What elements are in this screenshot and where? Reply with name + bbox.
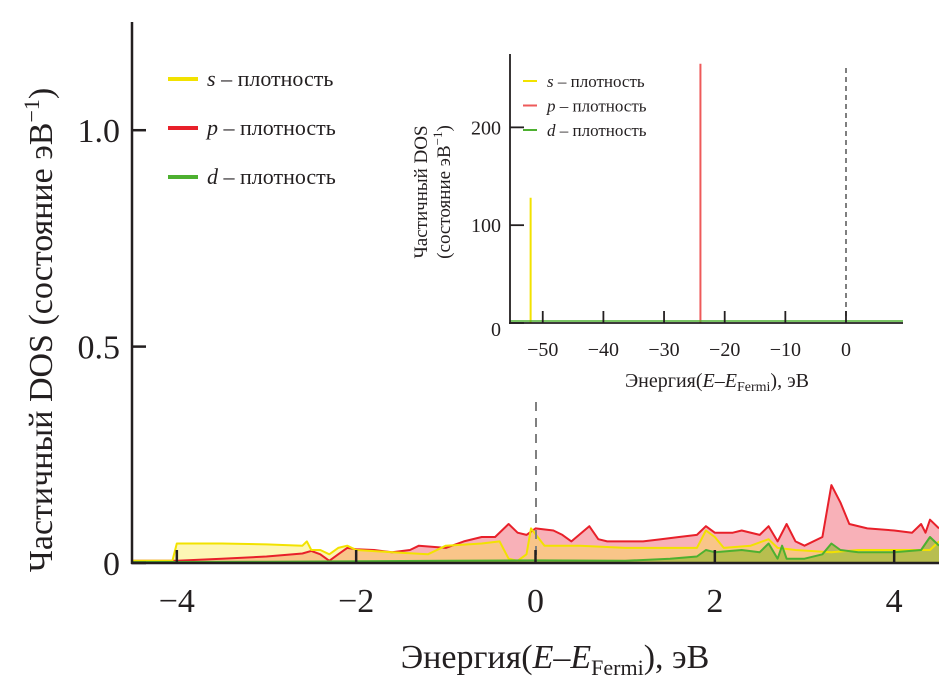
- y-tick-label: 0.5: [78, 330, 121, 367]
- legend-text: – плотность: [216, 66, 334, 91]
- inset-y-tick-label: 0: [491, 319, 501, 341]
- inset-x-tick-label: −30: [648, 339, 679, 361]
- main-y-axis-label: Частичный DOS (состояние эВ−1): [19, 88, 60, 572]
- inset-legend-text: – плотность: [556, 121, 647, 140]
- legend-text: – плотность: [218, 115, 336, 140]
- legend-orbital: s: [207, 66, 216, 91]
- inset-x-tick-label: −40: [588, 339, 619, 361]
- x-tick-label: 4: [886, 583, 903, 620]
- inset-legend-orbital: p: [546, 97, 556, 116]
- inset-legend-label-p: p – плотность: [546, 97, 647, 116]
- inset-x-tick-label: 0: [841, 339, 851, 361]
- x-tick-label: −2: [338, 583, 374, 620]
- legend-label-p: p – плотность: [205, 115, 336, 140]
- inset-legend-orbital: s: [547, 72, 554, 91]
- inset-x-tick-label: −20: [709, 339, 740, 361]
- series-line-p: [132, 484, 939, 562]
- x-tick-label: −4: [159, 583, 195, 620]
- inset-legend-text: – плотность: [554, 72, 645, 91]
- main-x-axis-label: Энергия(E–EFermi), эВ: [401, 639, 710, 680]
- main-fills: [132, 485, 939, 563]
- inset-lines: [510, 63, 903, 323]
- legend-label-s: s – плотность: [207, 66, 333, 91]
- series-fill-d: [132, 537, 939, 563]
- inset-x-axis-label: Энергия(E–EFermi), эВ: [625, 370, 809, 395]
- y-tick-label: 0: [103, 546, 120, 583]
- inset-x-tick-label: −10: [770, 339, 801, 361]
- legend-orbital: p: [205, 115, 218, 140]
- inset-legend-orbital: d: [547, 121, 556, 140]
- y-tick-label: 1.0: [78, 113, 121, 150]
- legend-text: – плотность: [218, 164, 336, 189]
- series-fill-p: [132, 485, 939, 563]
- main-lines: [131, 484, 939, 564]
- inset-y-axis-label-line1: Частичный DOS: [411, 125, 432, 258]
- inset-y-axis-label-line2: (состояние эВ−1): [430, 125, 455, 259]
- inset-x-tick-label: −50: [527, 339, 558, 361]
- main-ticks: −4 −2 0 2 400.51.0: [78, 113, 903, 620]
- x-tick-label: 2: [706, 583, 723, 620]
- inset-ticks: −50 −40 −30 −20 −10 0 0 100 200: [471, 117, 851, 361]
- inset-legend-text: – плотность: [556, 97, 647, 116]
- inset-y-tick-label: 100: [471, 215, 501, 237]
- legend-label-d: d – плотность: [207, 164, 336, 189]
- x-tick-label: 0: [527, 583, 544, 620]
- legend-orbital: d: [207, 164, 219, 189]
- series-line-d: [131, 536, 939, 564]
- inset-legend-label-d: d – плотность: [547, 121, 647, 140]
- inset-y-tick-label: 200: [471, 117, 501, 139]
- inset-legend-label-s: s – плотность: [547, 72, 645, 91]
